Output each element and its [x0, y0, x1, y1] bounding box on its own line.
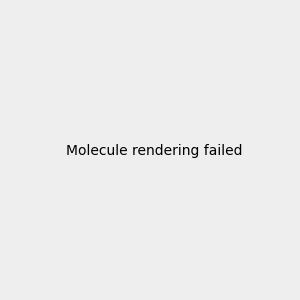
- Text: Molecule rendering failed: Molecule rendering failed: [65, 145, 242, 158]
